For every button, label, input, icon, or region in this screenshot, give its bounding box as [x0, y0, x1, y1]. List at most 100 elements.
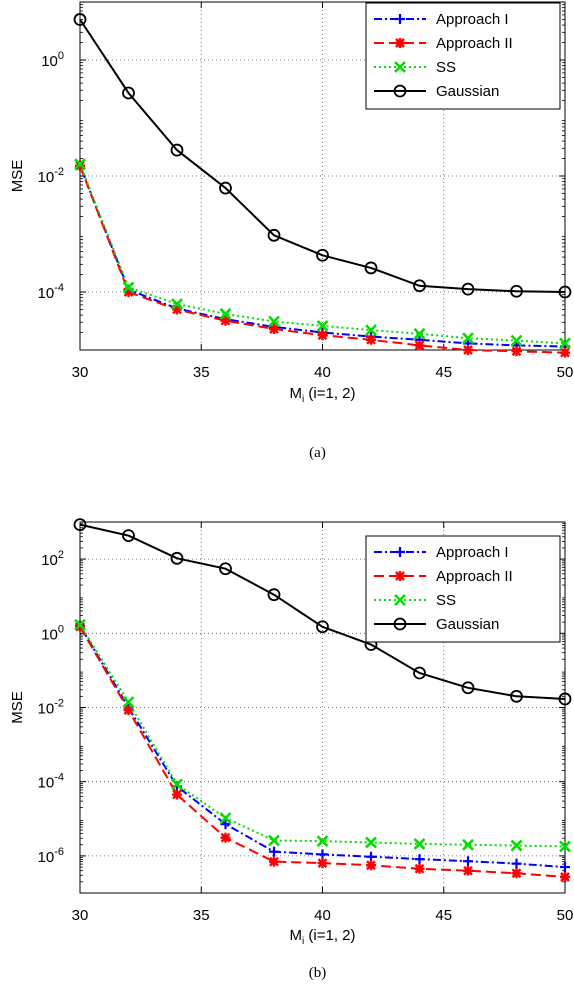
y-tick-label: 10-4: [38, 772, 64, 792]
data-point: [122, 86, 135, 100]
data-point: [220, 832, 231, 843]
data-point: [413, 666, 426, 680]
data-point: [170, 551, 184, 565]
series-gaussian: [73, 13, 572, 299]
x-tick-label: 40: [314, 907, 331, 924]
data-point: [317, 858, 328, 869]
data-point: [413, 279, 426, 293]
data-point: [366, 334, 376, 345]
data-point: [269, 324, 279, 335]
series-approach-ii: [75, 160, 570, 358]
data-point: [414, 854, 425, 865]
legend-label: Approach II: [436, 568, 513, 585]
data-point: [414, 340, 425, 351]
data-point: [220, 315, 231, 326]
data-point: [219, 812, 232, 824]
chart-panel-2: 102 100 10-2 10-4 10-6 30 35 40 45 50 Mi (i=1, 2) M…: [9, 518, 574, 981]
data-point: [510, 689, 523, 703]
data-point: [365, 324, 377, 337]
data-point: [267, 228, 281, 242]
data-point: [560, 871, 570, 882]
data-point: [461, 282, 475, 296]
data-point: [463, 345, 473, 355]
data-point: [366, 860, 376, 871]
data-point: [511, 346, 522, 357]
legend-marker: [394, 61, 406, 73]
data-point: [364, 261, 378, 275]
data-point: [73, 13, 87, 26]
data-point: [123, 705, 134, 716]
legend-label: Approach I: [436, 11, 509, 28]
data-point: [511, 858, 522, 869]
data-point: [560, 862, 570, 873]
data-point: [365, 836, 377, 849]
data-point: [268, 315, 280, 328]
data-point: [219, 562, 232, 576]
data-point: [559, 840, 571, 853]
data-point: [219, 307, 232, 320]
data-point: [366, 851, 376, 862]
data-point: [269, 846, 279, 857]
data-point: [462, 332, 474, 345]
series-approach-i: [75, 620, 570, 873]
data-point: [122, 529, 135, 542]
legend-marker: [394, 594, 406, 606]
data-point: [74, 158, 86, 171]
data-point: [560, 347, 570, 358]
legend-label: SS: [436, 592, 456, 609]
data-point: [268, 834, 280, 847]
data-point: [172, 304, 182, 315]
x-tick-label: 50: [557, 364, 574, 381]
data-point: [414, 863, 425, 874]
data-point: [413, 838, 426, 850]
y-tick-label: 10-2: [38, 698, 64, 718]
figure-caption: (a): [309, 445, 326, 461]
x-axis-label: Mi (i=1, 2): [289, 385, 355, 405]
x-tick-label: 50: [557, 907, 574, 924]
data-point: [510, 839, 523, 852]
legend-marker: [393, 84, 407, 98]
x-tick-label: 35: [193, 907, 210, 924]
data-point: [511, 868, 522, 879]
legend: Approach I Approach II SS Gaussian: [365, 2, 561, 110]
data-point: [220, 819, 231, 830]
data-point: [269, 856, 279, 867]
data-point: [171, 298, 183, 310]
x-tick-label: 30: [72, 364, 89, 381]
y-tick-label: 100: [41, 50, 64, 70]
data-point: [316, 620, 329, 634]
data-point: [75, 621, 85, 632]
data-point: [73, 518, 87, 532]
data-point: [510, 334, 523, 347]
data-point: [461, 681, 475, 695]
data-point: [170, 143, 184, 157]
legend-marker: [395, 14, 405, 24]
y-axis-label: MSE: [9, 691, 26, 724]
data-point: [316, 835, 329, 848]
series-gaussian: [73, 518, 572, 706]
data-point: [317, 849, 328, 860]
legend-marker: [395, 571, 405, 581]
y-tick-label: 102: [41, 549, 64, 569]
y-tick-label: 10-4: [38, 282, 64, 302]
data-point: [171, 778, 183, 791]
x-axis-label: Mi (i=1, 2): [289, 927, 355, 947]
x-tick-label: 30: [72, 907, 89, 924]
legend: Approach I Approach II SS Gaussian: [365, 535, 561, 643]
data-point: [413, 327, 426, 340]
series-ss: [74, 158, 571, 350]
x-tick-label: 45: [435, 907, 452, 924]
data-point: [122, 281, 135, 294]
data-point: [558, 285, 572, 299]
y-tick-label: 10-2: [38, 166, 64, 186]
x-tick-label: 40: [314, 364, 331, 381]
chart-panel-1: 100 10-2 10-4 30 35 40 45 50 Mi (i=1, 2) MSE Appro…: [9, 1, 574, 461]
data-point: [316, 248, 329, 262]
figure-caption: (b): [309, 965, 327, 981]
data-point: [463, 856, 473, 867]
data-point: [267, 588, 281, 602]
legend-marker: [395, 38, 405, 48]
series-line: [79, 523, 566, 700]
data-point: [510, 284, 523, 298]
